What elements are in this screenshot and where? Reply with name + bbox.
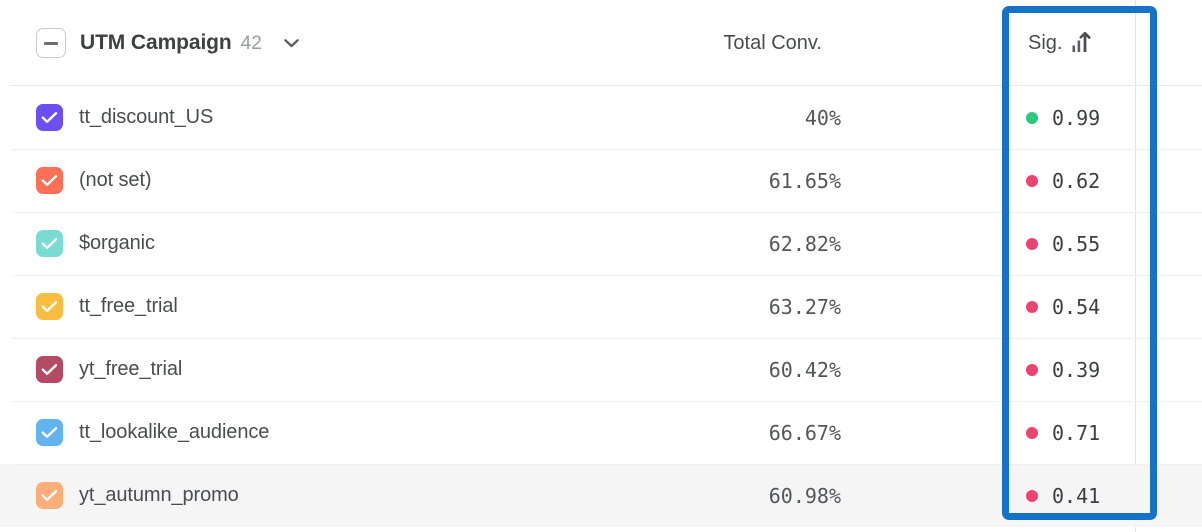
header-label-significance: Sig. [1028, 31, 1063, 54]
header-cell-total-conv[interactable]: Total Conv. [640, 0, 1002, 86]
row-checkbox[interactable] [36, 293, 63, 320]
minus-icon [44, 41, 58, 45]
table-body: tt_discount_US 40% 0.99 (not set) 61.65 [0, 86, 1202, 527]
total-conv-value: 40% [804, 105, 841, 130]
cell-total-conv: 60.42% [640, 338, 1002, 401]
table-header-row: UTM Campaign 42 Total Conv. Sig. [0, 0, 1202, 86]
table-row[interactable]: yt_free_trial 60.42% 0.39 [0, 338, 1202, 401]
table-row[interactable]: tt_free_trial 63.27% 0.54 [0, 275, 1202, 338]
check-icon [41, 301, 58, 312]
significance-value: 0.39 [1052, 357, 1101, 382]
table-row[interactable]: $organic 62.82% 0.55 [0, 212, 1202, 275]
dimension-count: 42 [240, 33, 262, 54]
cell-dimension: $organic [0, 212, 640, 275]
total-conv-value: 60.42% [768, 357, 841, 382]
row-checkbox[interactable] [36, 419, 63, 446]
dimension-value: tt_free_trial [79, 295, 178, 317]
check-icon [41, 490, 58, 501]
row-checkbox[interactable] [36, 167, 63, 194]
dimension-value: yt_free_trial [79, 358, 183, 380]
chevron-down-icon[interactable] [284, 38, 299, 48]
cell-significance: 0.55 [1002, 212, 1135, 275]
cell-dimension: tt_discount_US [0, 86, 640, 149]
column-divider [1135, 0, 1136, 532]
cell-dimension: (not set) [0, 149, 640, 212]
total-conv-value: 62.82% [768, 231, 841, 256]
dimension-value: tt_lookalike_audience [79, 421, 270, 443]
check-icon [41, 112, 58, 123]
row-checkbox[interactable] [36, 230, 63, 257]
significance-value: 0.41 [1052, 483, 1101, 508]
significance-status-dot [1026, 174, 1038, 187]
significance-status-dot [1026, 426, 1038, 439]
significance-value: 0.99 [1052, 105, 1101, 130]
total-conv-value: 60.98% [768, 483, 841, 508]
dimension-title-group[interactable]: UTM Campaign 42 [80, 31, 262, 55]
significance-value: 0.71 [1052, 420, 1101, 445]
table-row[interactable]: yt_autumn_promo 60.98% 0.41 [0, 464, 1202, 527]
sort-ascending-bars-icon[interactable] [1071, 32, 1093, 54]
cell-significance: 0.71 [1002, 401, 1135, 464]
cell-significance: 0.41 [1002, 464, 1135, 527]
cell-significance: 0.99 [1002, 86, 1135, 149]
cell-significance: 0.54 [1002, 275, 1135, 338]
header-cell-dimension: UTM Campaign 42 [0, 0, 640, 86]
dimension-value: $organic [79, 232, 155, 254]
check-icon [41, 238, 58, 249]
cell-dimension: yt_free_trial [0, 338, 640, 401]
row-checkbox[interactable] [36, 356, 63, 383]
cell-significance: 0.62 [1002, 149, 1135, 212]
header-cell-significance[interactable]: Sig. [1002, 0, 1135, 86]
significance-status-dot [1026, 363, 1038, 376]
significance-status-dot [1026, 111, 1038, 124]
dimension-value: tt_discount_US [79, 106, 214, 128]
significance-value: 0.54 [1052, 294, 1101, 319]
check-icon [41, 427, 58, 438]
cell-total-conv: 61.65% [640, 149, 1002, 212]
table-row[interactable]: (not set) 61.65% 0.62 [0, 149, 1202, 212]
total-conv-value: 61.65% [768, 168, 841, 193]
significance-status-dot [1026, 300, 1038, 313]
significance-status-dot [1026, 237, 1038, 250]
significance-value: 0.62 [1052, 168, 1101, 193]
cell-total-conv: 66.67% [640, 401, 1002, 464]
row-checkbox[interactable] [36, 482, 63, 509]
table-row[interactable]: tt_discount_US 40% 0.99 [0, 86, 1202, 149]
collapse-toggle-button[interactable] [36, 28, 66, 58]
cell-total-conv: 63.27% [640, 275, 1002, 338]
dimension-value: yt_autumn_promo [79, 484, 239, 506]
significance-status-dot [1026, 489, 1038, 502]
check-icon [41, 175, 58, 186]
dimension-title: UTM Campaign [80, 31, 232, 54]
check-icon [41, 364, 58, 375]
total-conv-value: 66.67% [768, 420, 841, 445]
row-checkbox[interactable] [36, 104, 63, 131]
cell-total-conv: 60.98% [640, 464, 1002, 527]
significance-value: 0.55 [1052, 231, 1101, 256]
table-row[interactable]: tt_lookalike_audience 66.67% 0.71 [0, 401, 1202, 464]
cell-dimension: tt_free_trial [0, 275, 640, 338]
header-label-total-conv: Total Conv. [723, 31, 822, 54]
total-conv-value: 63.27% [768, 294, 841, 319]
cell-total-conv: 62.82% [640, 212, 1002, 275]
cell-dimension: tt_lookalike_audience [0, 401, 640, 464]
dimension-value: (not set) [79, 169, 152, 191]
cell-total-conv: 40% [640, 86, 1002, 149]
cell-significance: 0.39 [1002, 338, 1135, 401]
cell-dimension: yt_autumn_promo [0, 464, 640, 527]
